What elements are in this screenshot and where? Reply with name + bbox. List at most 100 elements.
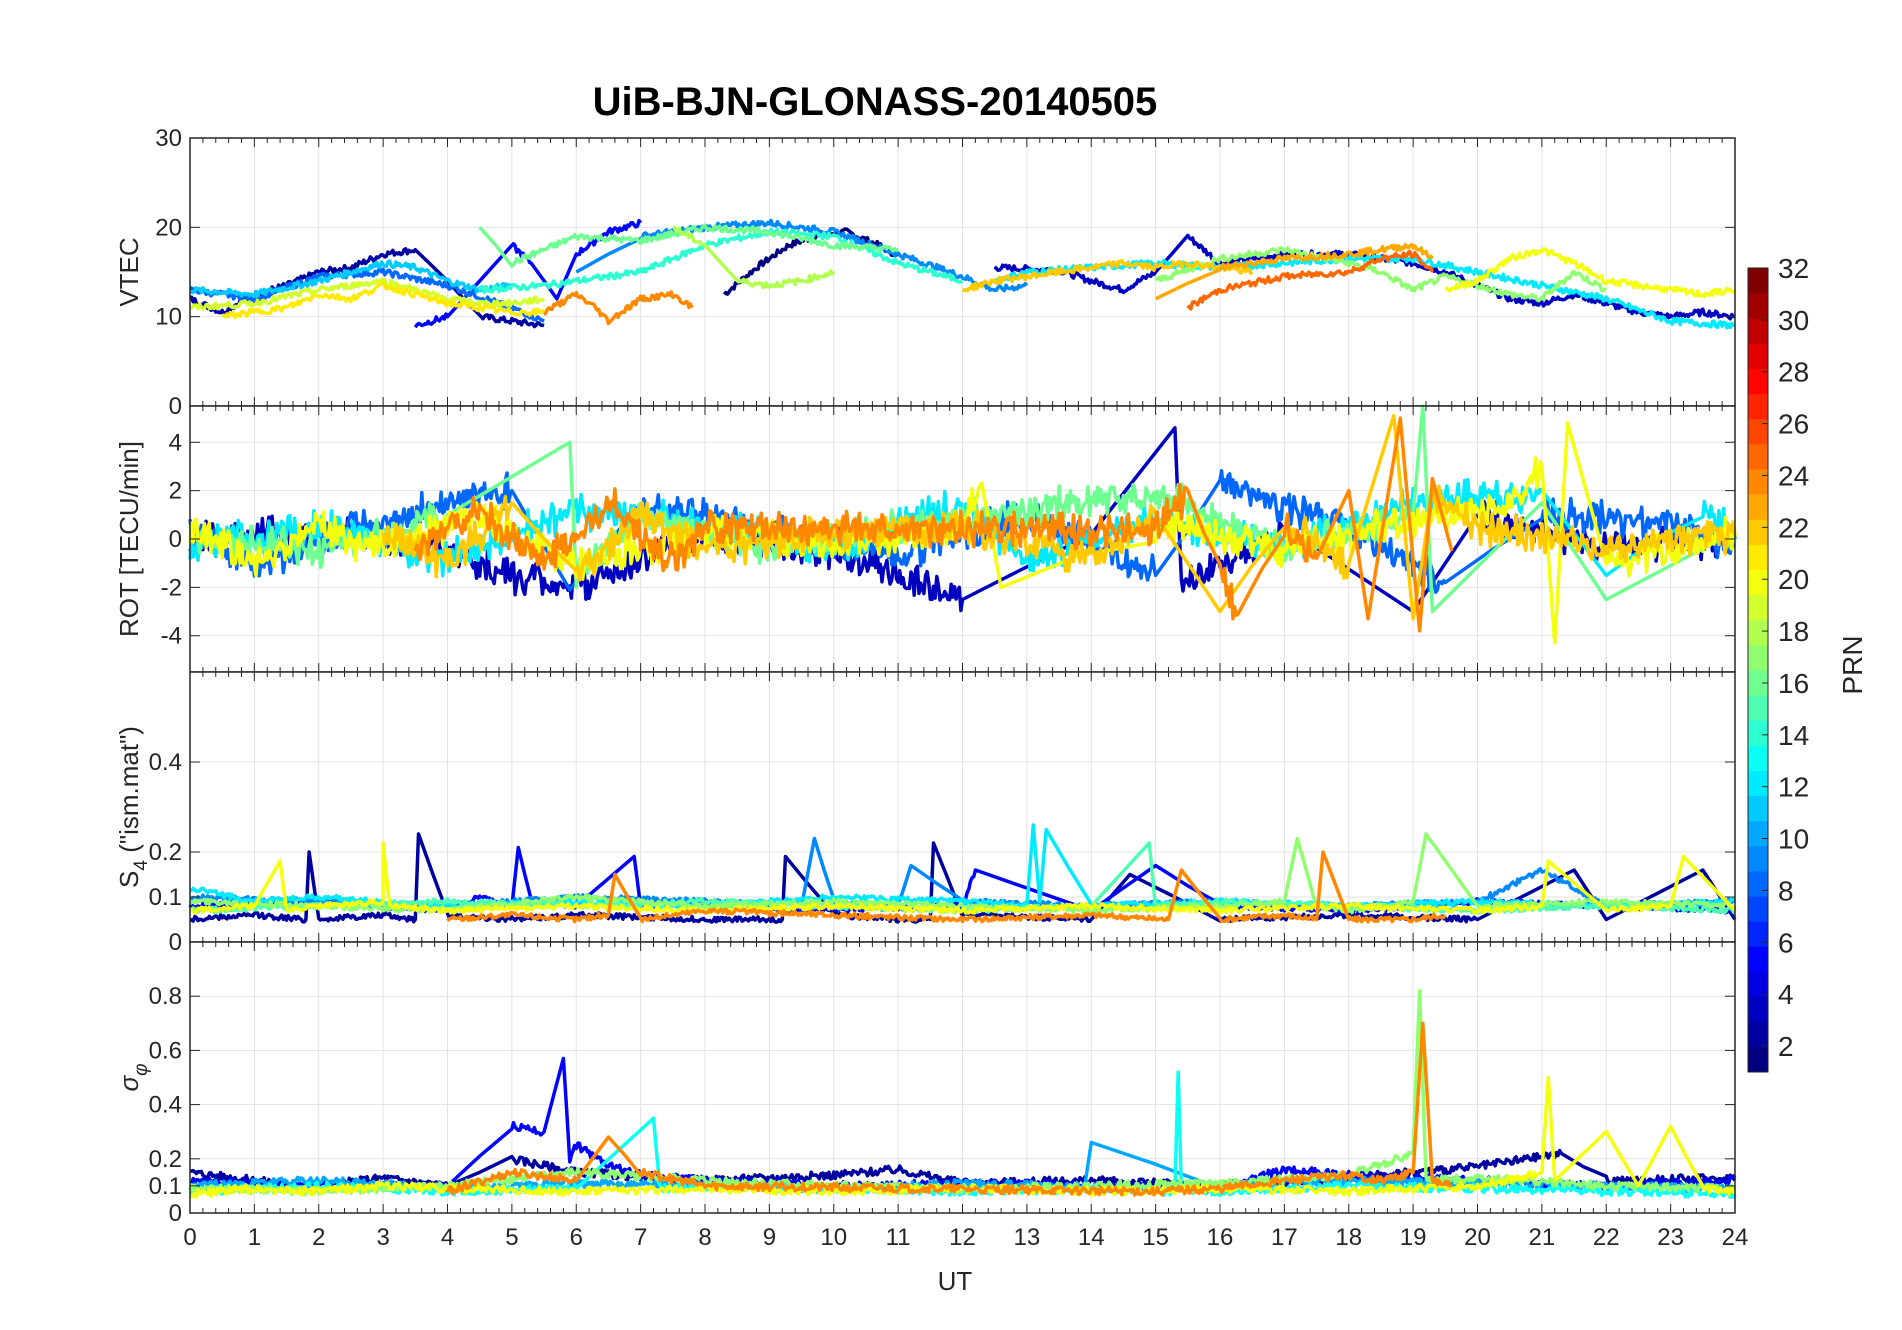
xtick-label-2: 2 [312,1224,325,1251]
series-vtec-prn-23 [1154,242,1434,301]
series-s4-prn-12 [189,823,1737,911]
colorbar-swatch-24 [1748,469,1768,495]
colorbar-swatch-20 [1748,569,1768,596]
colorbar-label: PRN [1837,635,1868,694]
xtick-label-19: 19 [1400,1224,1427,1251]
colorbar-tick-label-30: 30 [1778,305,1809,336]
colorbar-swatch-28 [1748,368,1768,395]
colorbar-swatch-15 [1748,695,1768,721]
colorbar-tick-label-18: 18 [1778,616,1809,647]
series-group-vtec [189,218,1737,330]
colorbar-swatch-32 [1748,268,1768,294]
colorbar-swatch-23 [1748,494,1768,520]
colorbar-swatch-26 [1748,418,1768,445]
colorbar-swatch-17 [1748,644,1768,671]
colorbar-tick-label-28: 28 [1778,357,1809,388]
series-vtec-prn-22 [961,258,1254,293]
xtick-label-3: 3 [376,1224,389,1251]
colorbar-swatch-8 [1748,871,1768,897]
series-s4-prn-24 [446,850,1447,924]
colorbar-swatch-19 [1748,594,1768,621]
xtick-label-8: 8 [698,1224,711,1251]
xtick-label-7: 7 [634,1224,647,1251]
ytick-label-sigma_phi-0.4: 0.4 [149,1092,182,1119]
colorbar-tick-label-8: 8 [1778,875,1794,906]
xtick-label-16: 16 [1207,1224,1234,1251]
colorbar-swatch-18 [1748,619,1768,646]
colorbar-swatch-10 [1748,820,1768,847]
colorbar-swatch-3 [1748,996,1768,1023]
series-group-sigma_phi [188,989,1737,1200]
colorbar-frame [1747,267,1769,1073]
colorbar-tick-label-20: 20 [1778,564,1809,595]
ytick-label-vtec-0: 0 [169,393,182,420]
colorbar-swatch-2 [1748,1021,1768,1048]
colorbar-swatch-5 [1748,946,1768,972]
series-vtec-prn-24 [542,290,694,326]
xtick-label-20: 20 [1464,1224,1491,1251]
ytick-label-sigma_phi-0.6: 0.6 [149,1037,182,1064]
panel-sigma_phi: 00.10.2 0.4 0.6 0.8 σφ [114,941,1737,1227]
xtick-label-17: 17 [1271,1224,1298,1251]
series-vtec-prn-25 [1186,249,1435,311]
colorbar-tick-label-32: 32 [1778,253,1809,284]
chart-title: UiB-BJN-GLONASS-20140505 [593,80,1158,124]
ytick-label-rot--2: -2 [161,574,182,601]
panel-vtec: 0 10 20 30 VTEC [114,125,1737,420]
series-sigma_phi-prn-20 [188,1075,1736,1200]
colorbar-tick-label-6: 6 [1778,927,1794,958]
colorbar-swatch-27 [1748,393,1768,420]
colorbar-tick-label-4: 4 [1778,979,1794,1010]
ytick-label-vtec-20: 20 [155,214,182,241]
series-vtec-prn-19 [189,277,546,311]
xtick-label-10: 10 [820,1224,847,1251]
colorbar-tick-label-24: 24 [1778,460,1809,491]
colorbar-swatch-31 [1748,293,1768,319]
colorbar-swatch-12 [1748,770,1768,797]
series-rot-prn-22 [381,413,1737,621]
xtick-label-12: 12 [949,1224,976,1251]
ytick-label-rot-4: 4 [169,429,182,456]
ylabel-s4: S4 ("ism.mat") [114,726,152,888]
ytick-label-s4-0.4: 0.4 [149,749,182,776]
panel-s4: 0 0.1 0.2 0.4S4 ("ism.mat") [114,671,1737,956]
xtick-label-23: 23 [1657,1224,1684,1251]
xtick-label-11: 11 [886,1224,911,1251]
xtick-label-9: 9 [763,1224,776,1251]
xtick-label-14: 14 [1078,1224,1105,1251]
colorbar-swatch-21 [1748,544,1768,570]
colorbar-swatch-6 [1748,921,1768,947]
series-rot-prn-24 [413,416,1454,633]
series-vtec-prn-18 [672,225,836,289]
xtick-label-13: 13 [1014,1224,1041,1251]
ytick-label-rot-2: 2 [169,478,182,505]
colorbar-swatch-13 [1748,745,1768,771]
xtick-label-5: 5 [505,1224,518,1251]
xtick-label-4: 4 [441,1224,454,1251]
ylabel-sigma_phi: σφ [114,1063,152,1091]
ytick-label-sigma_phi-0: 0 [169,1200,182,1227]
ytick-label-rot--4: -4 [161,623,182,650]
xtick-label-24: 24 [1722,1224,1749,1251]
series-vtec-prn-17 [1154,246,1607,303]
ytick-label-sigma_phi-0.8: 0.8 [149,983,182,1010]
ytick-label-rot-0: 0 [169,526,182,553]
series-s4-prn-20 [188,841,1737,915]
colorbar-swatch-1 [1748,1046,1768,1073]
panel-rot: -4 -2 0 2 4 ROT [TECU/min] [114,404,1737,673]
ytick-label-vtec-30: 30 [155,125,182,152]
colorbar-swatch-16 [1748,670,1768,696]
xtick-label-0: 0 [183,1224,196,1251]
colorbar-swatch-9 [1748,845,1768,872]
colorbar-swatch-22 [1748,519,1768,545]
ytick-label-sigma_phi-0.1: 0.1 [149,1173,182,1200]
ytick-label-s4-0.2: 0.2 [149,839,182,866]
series-vtec-prn-21 [221,280,546,320]
ylabel-rot: ROT [TECU/min] [114,441,144,637]
colorbar-swatch-25 [1748,443,1768,470]
colorbar-swatch-7 [1748,896,1768,922]
colorbar-tick-label-12: 12 [1778,772,1809,803]
series-vtec-prn-5 [413,218,643,329]
